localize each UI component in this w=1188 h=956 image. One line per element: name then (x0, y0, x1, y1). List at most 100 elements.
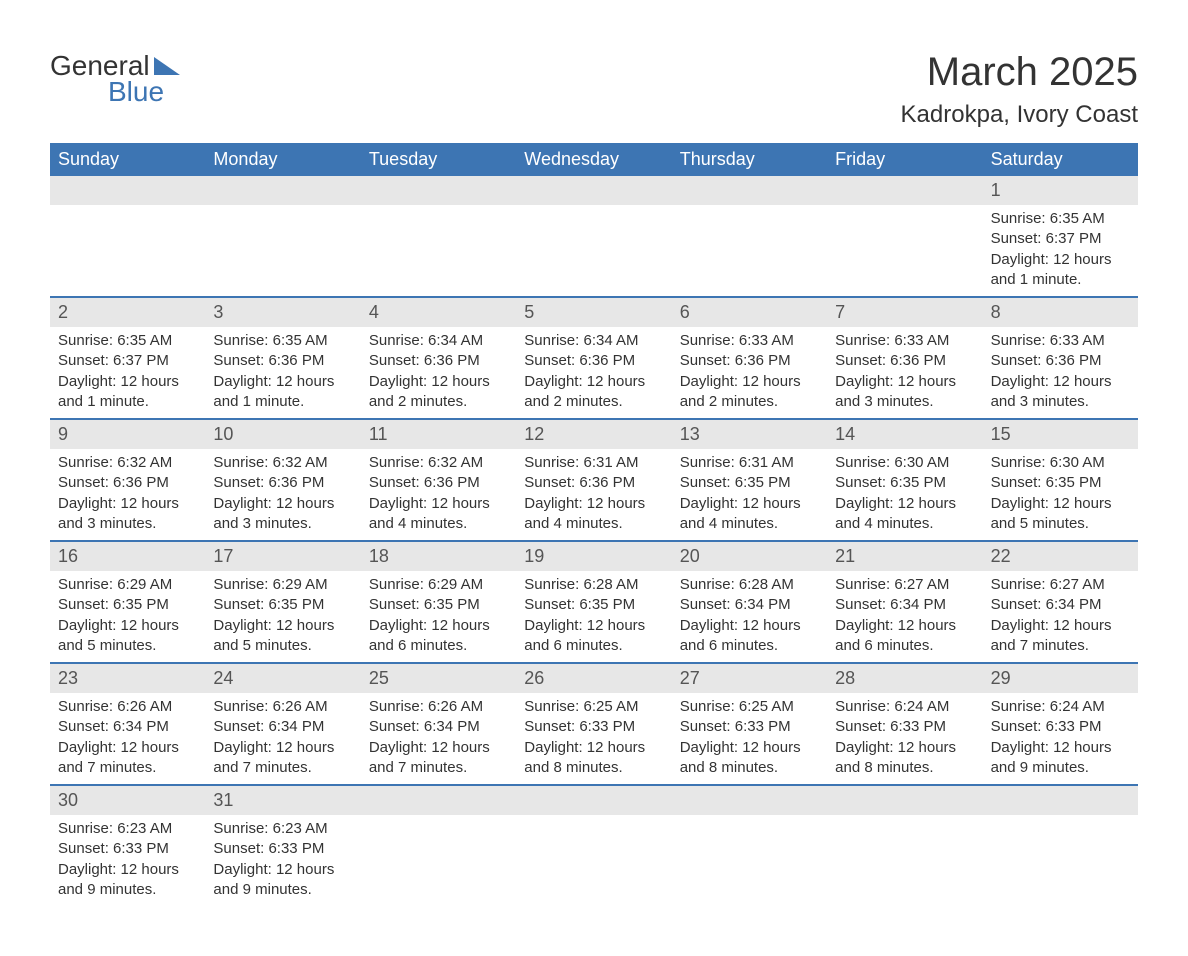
daylight-text: Daylight: 12 hours and 9 minutes. (991, 738, 1130, 779)
sunrise-text: Sunrise: 6:33 AM (835, 331, 974, 351)
daylight-text: Daylight: 12 hours and 6 minutes. (524, 616, 663, 657)
day-number: 24 (205, 664, 360, 693)
location-subtitle: Kadrokpa, Ivory Coast (901, 101, 1138, 129)
day-detail: Sunrise: 6:26 AMSunset: 6:34 PMDaylight:… (50, 693, 205, 784)
day-detail (983, 815, 1138, 906)
sunrise-text: Sunrise: 6:25 AM (680, 697, 819, 717)
weekday-header: Monday (205, 143, 360, 176)
sunrise-text: Sunrise: 6:23 AM (213, 819, 352, 839)
sunrise-text: Sunrise: 6:29 AM (58, 575, 197, 595)
daylight-text: Daylight: 12 hours and 7 minutes. (213, 738, 352, 779)
sunrise-text: Sunrise: 6:24 AM (991, 697, 1130, 717)
day-detail: Sunrise: 6:23 AMSunset: 6:33 PMDaylight:… (50, 815, 205, 906)
sunrise-text: Sunrise: 6:28 AM (680, 575, 819, 595)
day-number: 16 (50, 542, 205, 571)
day-number: 12 (516, 420, 671, 449)
day-number: 14 (827, 420, 982, 449)
sunrise-text: Sunrise: 6:27 AM (835, 575, 974, 595)
day-detail (827, 815, 982, 906)
day-number: 19 (516, 542, 671, 571)
day-number: 15 (983, 420, 1138, 449)
day-number: 6 (672, 298, 827, 327)
daylight-text: Daylight: 12 hours and 2 minutes. (680, 372, 819, 413)
sunset-text: Sunset: 6:33 PM (991, 717, 1130, 737)
day-detail: Sunrise: 6:29 AMSunset: 6:35 PMDaylight:… (361, 571, 516, 662)
day-detail: Sunrise: 6:32 AMSunset: 6:36 PMDaylight:… (361, 449, 516, 540)
daylight-text: Daylight: 12 hours and 3 minutes. (58, 494, 197, 535)
sunset-text: Sunset: 6:34 PM (58, 717, 197, 737)
day-number: 27 (672, 664, 827, 693)
sunset-text: Sunset: 6:33 PM (524, 717, 663, 737)
day-detail: Sunrise: 6:29 AMSunset: 6:35 PMDaylight:… (50, 571, 205, 662)
day-detail (205, 205, 360, 296)
day-number: 17 (205, 542, 360, 571)
day-detail (361, 815, 516, 906)
day-number (205, 176, 360, 205)
daylight-text: Daylight: 12 hours and 8 minutes. (835, 738, 974, 779)
day-number: 18 (361, 542, 516, 571)
weekday-header: Saturday (983, 143, 1138, 176)
daylight-text: Daylight: 12 hours and 8 minutes. (680, 738, 819, 779)
day-number: 25 (361, 664, 516, 693)
sunset-text: Sunset: 6:35 PM (369, 595, 508, 615)
sunrise-text: Sunrise: 6:26 AM (58, 697, 197, 717)
day-detail: Sunrise: 6:31 AMSunset: 6:35 PMDaylight:… (672, 449, 827, 540)
daylight-text: Daylight: 12 hours and 4 minutes. (835, 494, 974, 535)
day-detail: Sunrise: 6:27 AMSunset: 6:34 PMDaylight:… (827, 571, 982, 662)
sunset-text: Sunset: 6:36 PM (58, 473, 197, 493)
sunset-text: Sunset: 6:36 PM (369, 351, 508, 371)
sunrise-text: Sunrise: 6:31 AM (680, 453, 819, 473)
day-detail: Sunrise: 6:27 AMSunset: 6:34 PMDaylight:… (983, 571, 1138, 662)
sunrise-text: Sunrise: 6:29 AM (369, 575, 508, 595)
sunrise-text: Sunrise: 6:33 AM (991, 331, 1130, 351)
daylight-text: Daylight: 12 hours and 1 minute. (58, 372, 197, 413)
sunrise-text: Sunrise: 6:34 AM (369, 331, 508, 351)
daylight-text: Daylight: 12 hours and 6 minutes. (369, 616, 508, 657)
sunset-text: Sunset: 6:34 PM (991, 595, 1130, 615)
sunset-text: Sunset: 6:33 PM (58, 839, 197, 859)
daylight-text: Daylight: 12 hours and 4 minutes. (680, 494, 819, 535)
weekday-header: Sunday (50, 143, 205, 176)
day-number: 3 (205, 298, 360, 327)
day-detail: Sunrise: 6:33 AMSunset: 6:36 PMDaylight:… (672, 327, 827, 418)
sunrise-text: Sunrise: 6:30 AM (991, 453, 1130, 473)
sunrise-text: Sunrise: 6:35 AM (991, 209, 1130, 229)
day-detail: Sunrise: 6:33 AMSunset: 6:36 PMDaylight:… (983, 327, 1138, 418)
sunrise-text: Sunrise: 6:27 AM (991, 575, 1130, 595)
sunset-text: Sunset: 6:34 PM (213, 717, 352, 737)
day-detail: Sunrise: 6:34 AMSunset: 6:36 PMDaylight:… (516, 327, 671, 418)
page-title: March 2025 (901, 50, 1138, 95)
daylight-text: Daylight: 12 hours and 3 minutes. (213, 494, 352, 535)
day-number (516, 176, 671, 205)
sunset-text: Sunset: 6:34 PM (835, 595, 974, 615)
day-number: 10 (205, 420, 360, 449)
sunrise-text: Sunrise: 6:35 AM (58, 331, 197, 351)
day-number (983, 786, 1138, 815)
weekday-header: Wednesday (516, 143, 671, 176)
day-detail: Sunrise: 6:24 AMSunset: 6:33 PMDaylight:… (827, 693, 982, 784)
day-detail (672, 815, 827, 906)
day-detail: Sunrise: 6:25 AMSunset: 6:33 PMDaylight:… (516, 693, 671, 784)
sunset-text: Sunset: 6:35 PM (680, 473, 819, 493)
daylight-text: Daylight: 12 hours and 3 minutes. (991, 372, 1130, 413)
day-detail: Sunrise: 6:32 AMSunset: 6:36 PMDaylight:… (50, 449, 205, 540)
day-number: 13 (672, 420, 827, 449)
daylight-text: Daylight: 12 hours and 6 minutes. (835, 616, 974, 657)
sunset-text: Sunset: 6:37 PM (991, 229, 1130, 249)
sunrise-text: Sunrise: 6:35 AM (213, 331, 352, 351)
day-detail: Sunrise: 6:25 AMSunset: 6:33 PMDaylight:… (672, 693, 827, 784)
day-number (672, 786, 827, 815)
day-detail: Sunrise: 6:23 AMSunset: 6:33 PMDaylight:… (205, 815, 360, 906)
sunset-text: Sunset: 6:35 PM (835, 473, 974, 493)
day-detail (827, 205, 982, 296)
sunset-text: Sunset: 6:35 PM (213, 595, 352, 615)
day-detail: Sunrise: 6:30 AMSunset: 6:35 PMDaylight:… (827, 449, 982, 540)
sunset-text: Sunset: 6:36 PM (991, 351, 1130, 371)
sunset-text: Sunset: 6:35 PM (991, 473, 1130, 493)
daylight-text: Daylight: 12 hours and 5 minutes. (991, 494, 1130, 535)
sunset-text: Sunset: 6:36 PM (213, 473, 352, 493)
sunset-text: Sunset: 6:36 PM (835, 351, 974, 371)
day-number (361, 176, 516, 205)
day-number (827, 176, 982, 205)
day-detail: Sunrise: 6:31 AMSunset: 6:36 PMDaylight:… (516, 449, 671, 540)
